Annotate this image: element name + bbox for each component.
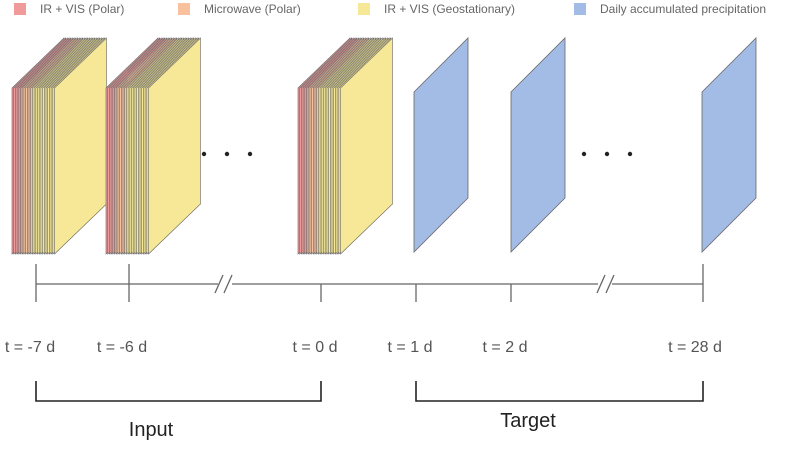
legend-item-microwave: Microwave (Polar) bbox=[178, 0, 301, 18]
break-slash bbox=[214, 274, 224, 294]
input-bracket bbox=[35, 381, 322, 402]
legend-item-precipitation: Daily accumulated precipitation bbox=[574, 0, 766, 18]
target-plane-t-2 bbox=[510, 37, 566, 253]
ellipsis-dot bbox=[581, 151, 587, 157]
tick-label-t-minus-7: t = -7 d bbox=[4, 339, 56, 356]
ellipsis-dot bbox=[247, 151, 253, 157]
legend-label-microwave: Microwave (Polar) bbox=[204, 2, 301, 16]
tick-label-t-minus-6: t = -6 d bbox=[96, 339, 148, 356]
ellipsis-input bbox=[201, 151, 253, 157]
legend-label-precipitation: Daily accumulated precipitation bbox=[600, 2, 767, 16]
legend-swatch-microwave bbox=[178, 3, 190, 15]
timeline-axis bbox=[35, 264, 704, 302]
ellipsis-dot bbox=[224, 151, 230, 157]
break-slash bbox=[223, 274, 233, 294]
input-stack-t-minus-6 bbox=[105, 37, 201, 255]
input-layer bbox=[148, 37, 201, 255]
axis-break-right bbox=[596, 274, 615, 294]
legend-label-geostationary: IR + VIS (Geostationary) bbox=[384, 2, 516, 16]
tick-label-t-0: t = 0 d bbox=[292, 339, 338, 356]
ellipsis-target bbox=[581, 151, 633, 157]
target-bracket bbox=[415, 381, 704, 402]
target-plane-t-28 bbox=[701, 37, 757, 253]
ellipsis-dot bbox=[627, 151, 633, 157]
legend-label-polar-ir-vis: IR + VIS (Polar) bbox=[40, 2, 125, 16]
legend-item-geostationary: IR + VIS (Geostationary) bbox=[358, 0, 515, 18]
target-plane-t-1 bbox=[413, 37, 469, 253]
ellipsis-dot bbox=[201, 151, 207, 157]
break-slash bbox=[596, 274, 606, 294]
input-layer bbox=[340, 37, 393, 255]
ellipsis-dot bbox=[604, 151, 610, 157]
tick-label-t-2: t = 2 d bbox=[482, 339, 528, 356]
legend-swatch-polar-ir-vis bbox=[14, 3, 26, 15]
tick-label-t-1: t = 1 d bbox=[387, 339, 433, 356]
legend-swatch-geostationary bbox=[358, 3, 370, 15]
target-group-label: Target bbox=[500, 410, 556, 432]
break-slash bbox=[605, 274, 615, 294]
legend-swatch-precipitation bbox=[574, 3, 586, 15]
axis-break-left bbox=[214, 274, 233, 294]
tick-label-t-28: t = 28 d bbox=[668, 339, 722, 356]
input-stack-t-minus-7 bbox=[11, 37, 107, 255]
legend-item-polar-ir-vis: IR + VIS (Polar) bbox=[14, 0, 124, 18]
input-stack-t-0 bbox=[297, 37, 393, 255]
input-group-label: Input bbox=[128, 419, 174, 441]
